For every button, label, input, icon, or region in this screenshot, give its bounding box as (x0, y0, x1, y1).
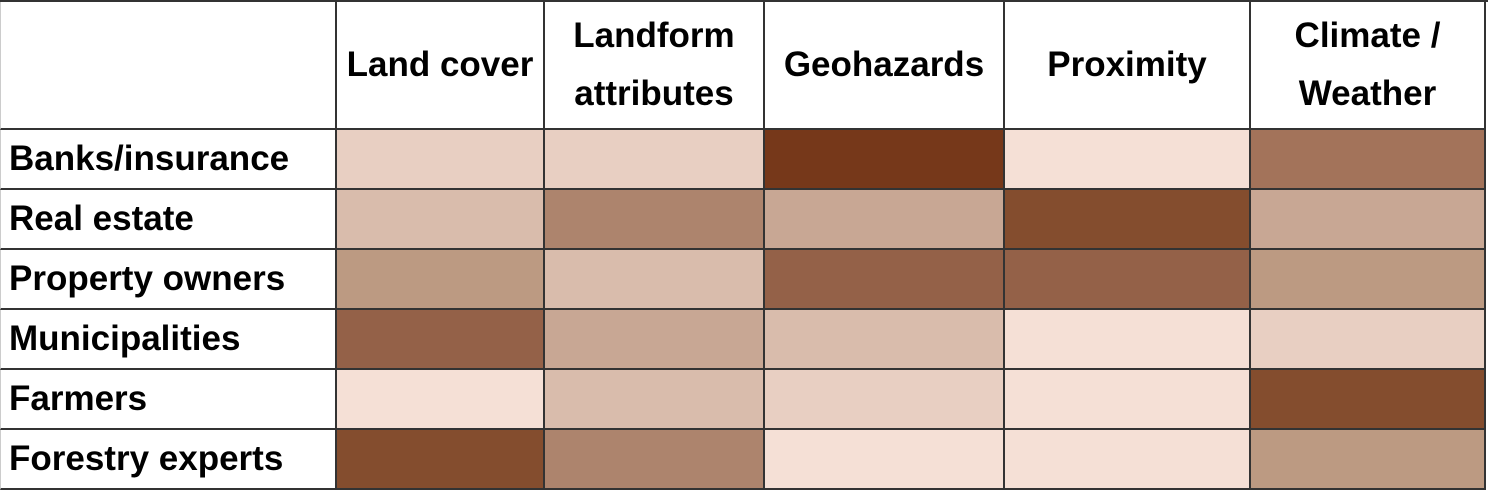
heat-cell (545, 430, 765, 490)
heat-cell (1005, 190, 1251, 250)
heat-cell (1251, 190, 1486, 250)
heat-cell (765, 370, 1005, 430)
heat-cell (1251, 130, 1486, 190)
heat-cell (337, 310, 545, 370)
row-label: Property owners (0, 250, 337, 310)
heat-cell (545, 190, 765, 250)
heat-cell (765, 250, 1005, 310)
column-header: Climate / Weather (1251, 2, 1486, 130)
heat-cell (545, 250, 765, 310)
heat-cell (765, 430, 1005, 490)
column-header: Land cover (337, 2, 545, 130)
heat-cell (1251, 370, 1486, 430)
row-label: Banks/insurance (0, 130, 337, 190)
column-header: Landform attributes (545, 2, 765, 130)
corner-cell (0, 2, 337, 130)
heat-cell (545, 130, 765, 190)
heat-cell (1005, 370, 1251, 430)
column-header: Proximity (1005, 2, 1251, 130)
row-label: Farmers (0, 370, 337, 430)
heat-cell (1251, 250, 1486, 310)
row-label: Forestry experts (0, 430, 337, 490)
heat-cell (1005, 430, 1251, 490)
row-label: Municipalities (0, 310, 337, 370)
heat-cell (1005, 310, 1251, 370)
heat-cell (765, 190, 1005, 250)
heat-cell (765, 130, 1005, 190)
heat-cell (1005, 130, 1251, 190)
heat-cell (337, 190, 545, 250)
heat-cell (337, 130, 545, 190)
heat-cell (337, 430, 545, 490)
heat-cell (1251, 310, 1486, 370)
heat-cell (765, 310, 1005, 370)
column-header: Geohazards (765, 2, 1005, 130)
heat-cell (545, 310, 765, 370)
heat-cell (545, 370, 765, 430)
heat-cell (1251, 430, 1486, 490)
heat-cell (337, 370, 545, 430)
row-label: Real estate (0, 190, 337, 250)
heat-cell (337, 250, 545, 310)
heat-cell (1005, 250, 1251, 310)
